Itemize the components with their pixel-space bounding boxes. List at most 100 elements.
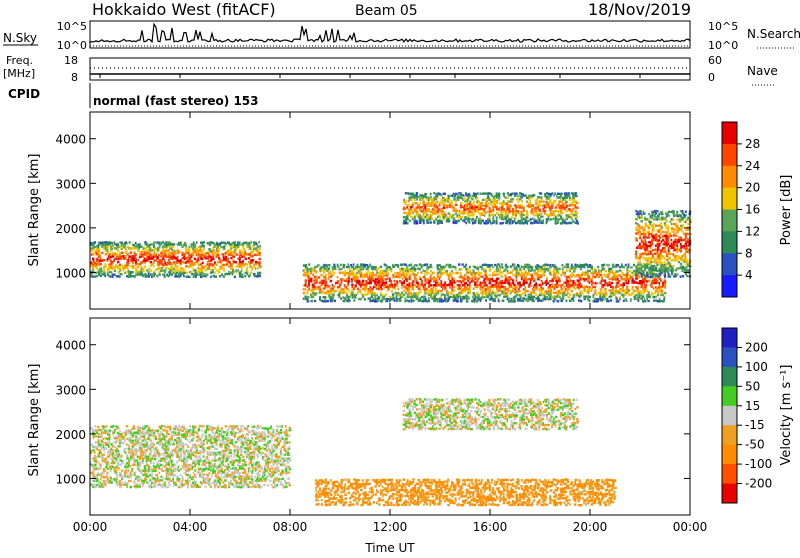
heatmap-cell (490, 296, 492, 298)
heatmap-cell (580, 268, 582, 270)
heatmap-cell (471, 198, 474, 200)
heatmap-cell (467, 296, 470, 298)
heatmap-cell (448, 218, 450, 220)
heatmap-cell (512, 300, 515, 302)
heatmap-cell (119, 267, 121, 269)
heatmap-cell (158, 254, 160, 256)
power-ylabel: Slant Range [km] (27, 154, 42, 267)
heatmap-cell (603, 290, 605, 292)
heatmap-cell (196, 247, 198, 249)
heatmap-cell (686, 245, 688, 247)
heatmap-cell (351, 280, 353, 282)
heatmap-cell (514, 298, 516, 300)
heatmap-cell (131, 468, 133, 470)
heatmap-cell (639, 257, 641, 259)
heatmap-cell (530, 218, 532, 220)
heatmap-cell (517, 201, 519, 203)
heatmap-cell (255, 263, 257, 265)
heatmap-cell (657, 249, 659, 251)
heatmap-cell (338, 286, 340, 288)
heatmap-cell (137, 432, 139, 434)
heatmap-cell (676, 249, 678, 251)
heatmap-cell (658, 282, 660, 284)
heatmap-cell (586, 286, 588, 288)
heatmap-cell (659, 298, 661, 300)
heatmap-cell (307, 296, 310, 298)
heatmap-cell (310, 280, 313, 282)
heatmap-cell (401, 282, 403, 284)
heatmap-cell (422, 201, 425, 203)
heatmap-cell (547, 282, 549, 284)
heatmap-cell (430, 221, 432, 223)
heatmap-cell (420, 220, 422, 222)
heatmap-cell (243, 248, 246, 250)
heatmap-cell (564, 266, 566, 268)
heatmap-cell (422, 198, 424, 200)
heatmap-cell (644, 239, 646, 241)
heatmap-cell (519, 222, 521, 224)
heatmap-cell (110, 260, 112, 262)
heatmap-cell (357, 291, 359, 293)
heatmap-cell (540, 286, 542, 288)
heatmap-cell (553, 270, 556, 272)
heatmap-cell (565, 222, 567, 224)
heatmap-cell (223, 275, 225, 277)
heatmap-cell (121, 273, 123, 275)
heatmap-cell (153, 271, 155, 273)
heatmap-cell (189, 276, 191, 278)
heatmap-cell (596, 294, 598, 296)
heatmap-cell (433, 192, 435, 194)
heatmap-cell (501, 206, 504, 208)
heatmap-cell (503, 200, 505, 202)
heatmap-cell (104, 275, 106, 277)
heatmap-cell (390, 268, 392, 270)
heatmap-cell (445, 270, 448, 272)
heatmap-cell (644, 286, 647, 288)
heatmap-cell (537, 200, 539, 202)
heatmap-cell (210, 271, 212, 273)
heatmap-cell (576, 216, 578, 218)
heatmap-cell (485, 212, 487, 214)
heatmap-cell (412, 299, 415, 301)
heatmap-cell (567, 266, 569, 268)
heatmap-cell (444, 281, 446, 283)
heatmap-cell (562, 267, 564, 269)
heatmap-cell (472, 218, 474, 220)
heatmap-cell (531, 278, 533, 280)
heatmap-cell (92, 253, 94, 255)
heatmap-cell (153, 251, 155, 253)
heatmap-cell (471, 210, 473, 212)
heatmap-cell (99, 267, 102, 269)
heatmap-cell (437, 290, 439, 292)
heatmap-cell (475, 266, 477, 268)
heatmap-cell (531, 208, 533, 210)
heatmap-cell (663, 231, 665, 233)
heatmap-cell (676, 225, 678, 227)
heatmap-cell (460, 300, 463, 302)
heatmap-cell (303, 269, 305, 271)
heatmap-cell (574, 282, 576, 284)
heatmap-cell (667, 237, 669, 239)
heatmap-cell (601, 292, 604, 294)
heatmap-cell (259, 252, 261, 254)
heatmap-cell (104, 430, 106, 432)
heatmap-cell (588, 296, 591, 298)
heatmap-cell (312, 268, 314, 270)
heatmap-cell (421, 296, 423, 298)
heatmap-cell (522, 300, 524, 302)
heatmap-cell (501, 263, 503, 265)
heatmap-cell (149, 249, 151, 251)
heatmap-cell (428, 300, 430, 302)
heatmap-cell (560, 193, 562, 195)
heatmap-cell (115, 458, 117, 460)
heatmap-cell (498, 197, 501, 199)
heatmap-cell (94, 275, 96, 277)
heatmap-cell (97, 246, 99, 248)
heatmap-cell (643, 236, 646, 238)
heatmap-cell (653, 218, 655, 220)
heatmap-cell (137, 263, 139, 265)
heatmap-cell (569, 214, 571, 216)
heatmap-cell (438, 214, 440, 216)
heatmap-cell (669, 275, 671, 277)
heatmap-cell (572, 204, 574, 206)
